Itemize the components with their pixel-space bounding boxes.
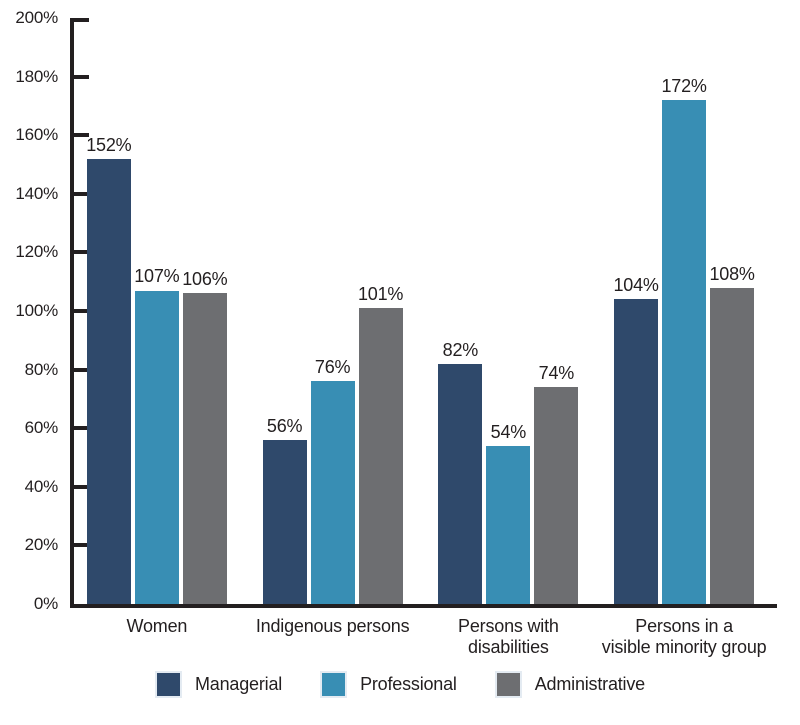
bar-administrative — [534, 387, 579, 604]
y-tick-label: 140% — [15, 183, 58, 203]
y-tick-label: 20% — [24, 535, 59, 555]
y-axis-tick — [74, 74, 89, 79]
y-axis-tick — [74, 309, 89, 313]
category-label: Persons in a visible minority group — [569, 616, 799, 658]
y-axis-tick — [74, 543, 89, 548]
bar-administrative — [182, 293, 227, 604]
y-tick-label: 160% — [15, 125, 58, 145]
category-label-line: Indigenous persons — [255, 616, 410, 636]
legend-swatch-managerial — [155, 671, 183, 698]
y-tick-label: 100% — [15, 301, 58, 320]
bar-value-label: 74% — [538, 363, 575, 384]
bar-managerial — [262, 439, 307, 604]
y-tick-label: 180% — [15, 66, 58, 86]
legend-swatch-administrative — [494, 671, 522, 698]
bar-value-label: 106% — [182, 269, 228, 290]
y-axis-tick — [74, 426, 89, 431]
bar-value-label: 56% — [266, 415, 303, 436]
category-label-line: disabilities — [468, 637, 549, 657]
bar-value-label: 108% — [709, 263, 755, 284]
category-label-line: Persons with — [458, 616, 559, 636]
category-label: Indigenous persons — [218, 616, 448, 637]
y-axis-tick — [74, 367, 89, 372]
y-axis-tick — [74, 18, 89, 22]
bar-value-label: 54% — [490, 421, 527, 442]
bar-managerial — [614, 299, 659, 604]
category-label-line: visible minority group — [601, 637, 767, 657]
legend-item-administrative: Administrative — [494, 671, 645, 698]
y-tick-label: 60% — [24, 418, 59, 438]
y-axis-tick — [74, 484, 89, 489]
bar-value-label: 172% — [661, 76, 707, 97]
category-label-line: Persons in a — [635, 616, 733, 636]
bar-value-label: 82% — [442, 339, 479, 360]
y-tick-label: 0% — [33, 594, 58, 613]
y-tick-label: 80% — [24, 359, 59, 379]
plot-area: 152% 107% 106% 56% 76% 101% 82% 54% 74% 104% 172% 1… — [70, 18, 777, 608]
legend-item-professional: Professional — [320, 671, 457, 698]
legend-label: Administrative — [534, 674, 645, 694]
legend-label: Managerial — [195, 674, 283, 694]
y-tick-label: 200% — [15, 8, 58, 27]
bar-administrative — [710, 287, 755, 604]
bar-managerial — [86, 158, 131, 604]
y-axis-tick — [74, 133, 89, 138]
bar-managerial — [438, 363, 483, 604]
bar-professional — [662, 100, 707, 604]
y-tick-label: 120% — [15, 242, 58, 262]
bar-value-label: 101% — [358, 284, 404, 305]
legend-label: Professional — [360, 674, 457, 694]
bar-value-label: 104% — [613, 275, 659, 296]
legend-item-managerial: Managerial — [155, 671, 282, 698]
bar-value-label: 76% — [314, 357, 351, 378]
category-label: Persons with disabilities — [393, 616, 623, 658]
bar-professional — [486, 445, 531, 604]
y-tick-label: 40% — [24, 476, 59, 496]
category-label: Women — [42, 616, 272, 637]
y-axis-tick — [74, 250, 89, 255]
bar-value-label: 107% — [134, 266, 180, 287]
legend-swatch-professional — [320, 671, 348, 698]
bar-professional — [134, 290, 179, 604]
legend: Managerial Professional Administrative — [0, 671, 800, 698]
bar-professional — [310, 381, 355, 604]
y-axis-tick — [74, 191, 89, 196]
bar-value-label: 152% — [86, 134, 132, 155]
bar-administrative — [358, 308, 403, 604]
category-label-line: Women — [126, 616, 188, 636]
